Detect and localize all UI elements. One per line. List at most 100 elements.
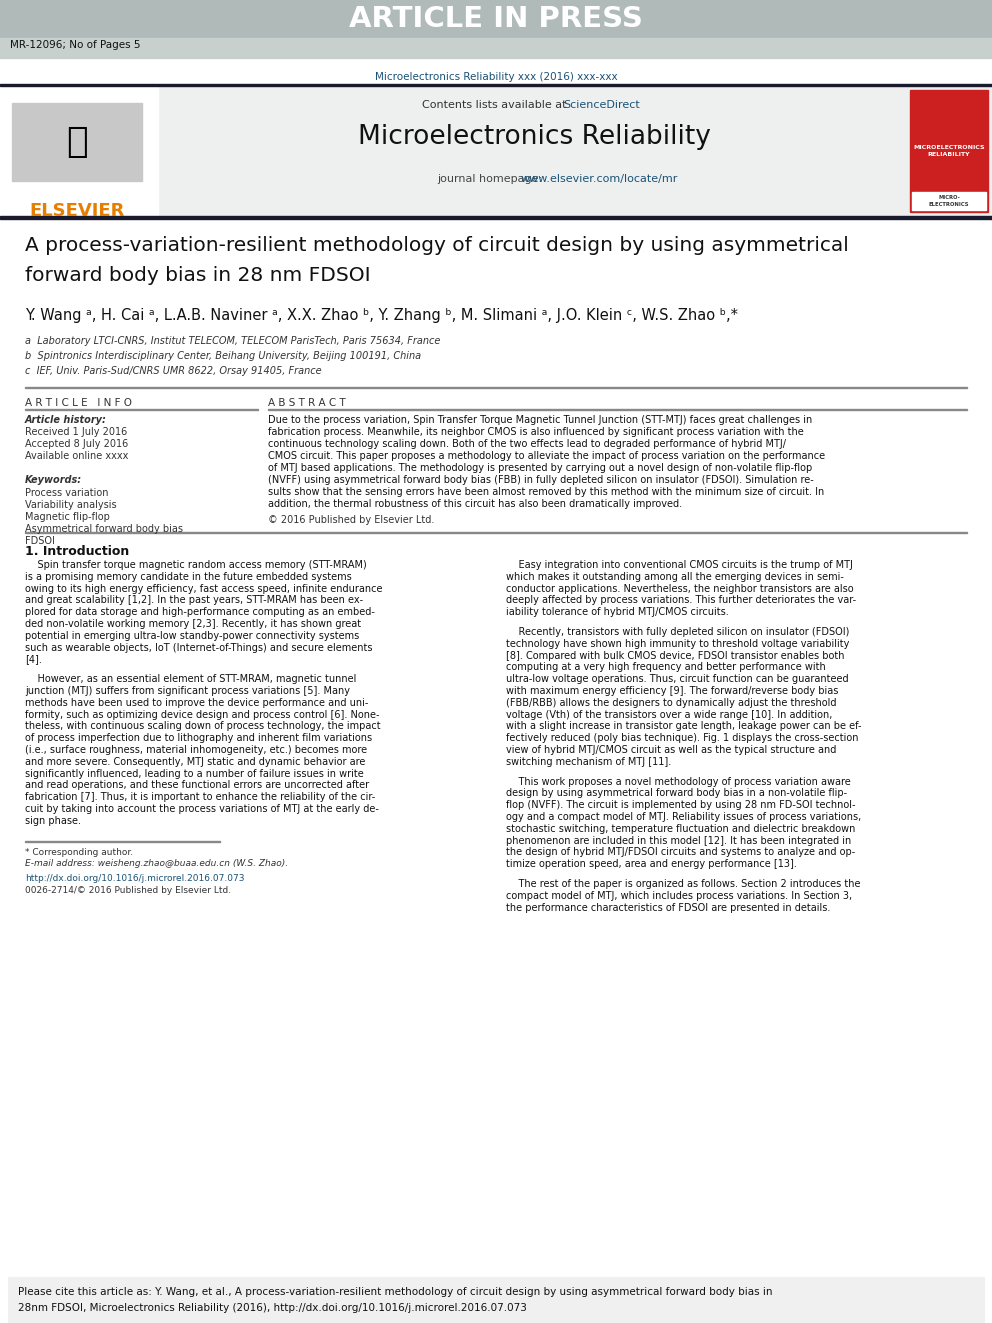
- Text: A R T I C L E   I N F O: A R T I C L E I N F O: [25, 398, 132, 407]
- Text: stochastic switching, temperature fluctuation and dielectric breakdown: stochastic switching, temperature fluctu…: [506, 824, 855, 833]
- Text: continuous technology scaling down. Both of the two effects lead to degraded per: continuous technology scaling down. Both…: [268, 439, 786, 448]
- Text: the performance characteristics of FDSOI are presented in details.: the performance characteristics of FDSOI…: [506, 902, 830, 913]
- Text: Available online xxxx: Available online xxxx: [25, 451, 128, 460]
- Text: [4].: [4].: [25, 655, 42, 664]
- Text: This work proposes a novel methodology of process variation aware: This work proposes a novel methodology o…: [506, 777, 851, 787]
- Text: and read operations, and these functional errors are uncorrected after: and read operations, and these functiona…: [25, 781, 369, 790]
- Bar: [0, 86, 992, 216]
- Text: 28nm FDSOI, Microelectronics Reliability (2016), http://dx.doi.org/10.1016/j.mic: 28nm FDSOI, Microelectronics Reliability…: [18, 1303, 527, 1312]
- Bar: [0, 216, 992, 218]
- Text: flop (NVFF). The circuit is implemented by using 28 nm FD-SOI technol-: flop (NVFF). The circuit is implemented …: [506, 800, 855, 810]
- Text: forward body bias in 28 nm FDSOI: forward body bias in 28 nm FDSOI: [25, 266, 371, 284]
- Text: www.elsevier.com/locate/mr: www.elsevier.com/locate/mr: [521, 175, 678, 184]
- Text: E-mail address: weisheng.zhao@buaa.edu.cn (W.S. Zhao).: E-mail address: weisheng.zhao@buaa.edu.c…: [25, 859, 288, 868]
- Text: ARTICLE IN PRESS: ARTICLE IN PRESS: [349, 5, 643, 33]
- Text: fabrication [7]. Thus, it is important to enhance the reliability of the cir-: fabrication [7]. Thus, it is important t…: [25, 792, 375, 802]
- Text: methods have been used to improve the device performance and uni-: methods have been used to improve the de…: [25, 697, 368, 708]
- Text: Keywords:: Keywords:: [25, 475, 82, 486]
- Text: Due to the process variation, Spin Transfer Torque Magnetic Tunnel Junction (STT: Due to the process variation, Spin Trans…: [268, 415, 812, 425]
- Text: Please cite this article as: Y. Wang, et al., A process-variation-resilient meth: Please cite this article as: Y. Wang, et…: [18, 1287, 773, 1297]
- Text: plored for data storage and high-performance computing as an embed-: plored for data storage and high-perform…: [25, 607, 375, 618]
- Text: © 2016 Published by Elsevier Ltd.: © 2016 Published by Elsevier Ltd.: [268, 515, 434, 525]
- Text: Recently, transistors with fully depleted silicon on insulator (FDSOI): Recently, transistors with fully deplete…: [506, 627, 849, 636]
- Text: A process-variation-resilient methodology of circuit design by using asymmetrica: A process-variation-resilient methodolog…: [25, 235, 849, 255]
- Text: ELSEVIER: ELSEVIER: [30, 202, 125, 220]
- Text: significantly influenced, leading to a number of failure issues in write: significantly influenced, leading to a n…: [25, 769, 364, 779]
- Text: Microelectronics Reliability xxx (2016) xxx-xxx: Microelectronics Reliability xxx (2016) …: [375, 71, 617, 82]
- Text: sign phase.: sign phase.: [25, 816, 81, 826]
- Text: Easy integration into conventional CMOS circuits is the trump of MTJ: Easy integration into conventional CMOS …: [506, 560, 853, 570]
- Text: technology have shown high immunity to threshold voltage variability: technology have shown high immunity to t…: [506, 639, 849, 648]
- Text: Magnetic flip-flop: Magnetic flip-flop: [25, 512, 110, 523]
- Text: c  IEF, Univ. Paris-Sud/CNRS UMR 8622, Orsay 91405, France: c IEF, Univ. Paris-Sud/CNRS UMR 8622, Or…: [25, 366, 321, 376]
- Text: [8]. Compared with bulk CMOS device, FDSOI transistor enables both: [8]. Compared with bulk CMOS device, FDS…: [506, 651, 844, 660]
- Text: 1. Introduction: 1. Introduction: [25, 545, 129, 558]
- Text: 🌳: 🌳: [66, 124, 88, 159]
- Text: ogy and a compact model of MTJ. Reliability issues of process variations,: ogy and a compact model of MTJ. Reliabil…: [506, 812, 861, 822]
- Text: Asymmetrical forward body bias: Asymmetrical forward body bias: [25, 524, 183, 534]
- Text: ded non-volatile working memory [2,3]. Recently, it has shown great: ded non-volatile working memory [2,3]. R…: [25, 619, 361, 628]
- Text: addition, the thermal robustness of this circuit has also been dramatically impr: addition, the thermal robustness of this…: [268, 499, 682, 509]
- Text: Contents lists available at: Contents lists available at: [422, 101, 570, 110]
- Text: deeply affected by process variations. This further deteriorates the var-: deeply affected by process variations. T…: [506, 595, 856, 606]
- Text: FDSOI: FDSOI: [25, 536, 55, 546]
- Text: Microelectronics Reliability: Microelectronics Reliability: [357, 124, 710, 149]
- Text: phenomenon are included in this model [12]. It has been integrated in: phenomenon are included in this model [1…: [506, 836, 851, 845]
- Bar: [8, 1277, 984, 1323]
- Text: b  Spintronics Interdisciplinary Center, Beihang University, Beijing 100191, Chi: b Spintronics Interdisciplinary Center, …: [25, 351, 422, 361]
- Text: journal homepage:: journal homepage:: [437, 175, 547, 184]
- Text: fectively reduced (poly bias technique). Fig. 1 displays the cross-section: fectively reduced (poly bias technique).…: [506, 733, 858, 744]
- Text: MICROELECTRONICS
RELIABILITY: MICROELECTRONICS RELIABILITY: [914, 146, 985, 157]
- Text: Accepted 8 July 2016: Accepted 8 July 2016: [25, 439, 128, 448]
- Text: conductor applications. Nevertheless, the neighbor transistors are also: conductor applications. Nevertheless, th…: [506, 583, 854, 594]
- Text: theless, with continuous scaling down of process technology, the impact: theless, with continuous scaling down of…: [25, 721, 381, 732]
- Bar: [0, 0, 992, 38]
- Text: voltage (Vth) of the transistors over a wide range [10]. In addition,: voltage (Vth) of the transistors over a …: [506, 709, 832, 720]
- Text: and great scalability [1,2]. In the past years, STT-MRAM has been ex-: and great scalability [1,2]. In the past…: [25, 595, 363, 606]
- Text: Y. Wang ᵃ, H. Cai ᵃ, L.A.B. Naviner ᵃ, X.X. Zhao ᵇ, Y. Zhang ᵇ, M. Slimani ᵃ, J.: Y. Wang ᵃ, H. Cai ᵃ, L.A.B. Naviner ᵃ, X…: [25, 308, 738, 323]
- Text: CMOS circuit. This paper proposes a methodology to alleviate the impact of proce: CMOS circuit. This paper proposes a meth…: [268, 451, 825, 460]
- Text: Article history:: Article history:: [25, 415, 107, 425]
- Text: ultra-low voltage operations. Thus, circuit function can be guaranteed: ultra-low voltage operations. Thus, circ…: [506, 675, 848, 684]
- Text: compact model of MTJ, which includes process variations. In Section 3,: compact model of MTJ, which includes pro…: [506, 890, 852, 901]
- Text: http://dx.doi.org/10.1016/j.microrel.2016.07.073: http://dx.doi.org/10.1016/j.microrel.201…: [25, 873, 244, 882]
- Bar: [0, 83, 992, 86]
- Text: Process variation: Process variation: [25, 488, 108, 497]
- Text: such as wearable objects, IoT (Internet-of-Things) and secure elements: such as wearable objects, IoT (Internet-…: [25, 643, 373, 652]
- Text: the design of hybrid MTJ/FDSOI circuits and systems to analyze and op-: the design of hybrid MTJ/FDSOI circuits …: [506, 848, 855, 857]
- Bar: [0, 38, 992, 58]
- Text: iability tolerance of hybrid MTJ/CMOS circuits.: iability tolerance of hybrid MTJ/CMOS ci…: [506, 607, 729, 618]
- Text: with maximum energy efficiency [9]. The forward/reverse body bias: with maximum energy efficiency [9]. The …: [506, 687, 838, 696]
- Text: view of hybrid MTJ/CMOS circuit as well as the typical structure and: view of hybrid MTJ/CMOS circuit as well …: [506, 745, 836, 755]
- Text: * Corresponding author.: * Corresponding author.: [25, 848, 133, 856]
- Text: timize operation speed, area and energy performance [13].: timize operation speed, area and energy …: [506, 859, 797, 869]
- Text: a  Laboratory LTCI-CNRS, Institut TELECOM, TELECOM ParisTech, Paris 75634, Franc: a Laboratory LTCI-CNRS, Institut TELECOM…: [25, 336, 440, 347]
- Text: which makes it outstanding among all the emerging devices in semi-: which makes it outstanding among all the…: [506, 572, 844, 582]
- Text: with a slight increase in transistor gate length, leakage power can be ef-: with a slight increase in transistor gat…: [506, 721, 861, 732]
- Text: The rest of the paper is organized as follows. Section 2 introduces the: The rest of the paper is organized as fo…: [506, 878, 860, 889]
- Text: switching mechanism of MTJ [11].: switching mechanism of MTJ [11].: [506, 757, 672, 767]
- Text: MR-12096; No of Pages 5: MR-12096; No of Pages 5: [10, 40, 141, 50]
- Text: formity, such as optimizing device design and process control [6]. None-: formity, such as optimizing device desig…: [25, 709, 380, 720]
- Text: However, as an essential element of STT-MRAM, magnetic tunnel: However, as an essential element of STT-…: [25, 675, 356, 684]
- Text: MICRO-
ELECTRONICS: MICRO- ELECTRONICS: [929, 196, 969, 206]
- Text: of process imperfection due to lithography and inherent film variations: of process imperfection due to lithograp…: [25, 733, 372, 744]
- Text: (NVFF) using asymmetrical forward body bias (FBB) in fully depleted silicon on i: (NVFF) using asymmetrical forward body b…: [268, 475, 813, 486]
- Text: (FBB/RBB) allows the designers to dynamically adjust the threshold: (FBB/RBB) allows the designers to dynami…: [506, 697, 836, 708]
- Text: Variability analysis: Variability analysis: [25, 500, 117, 509]
- Text: computing at a very high frequency and better performance with: computing at a very high frequency and b…: [506, 663, 825, 672]
- Text: fabrication process. Meanwhile, its neighbor CMOS is also influenced by signific: fabrication process. Meanwhile, its neig…: [268, 427, 804, 437]
- Bar: [910, 90, 988, 212]
- Text: Spin transfer torque magnetic random access memory (STT-MRAM): Spin transfer torque magnetic random acc…: [25, 560, 367, 570]
- Text: (i.e., surface roughness, material inhomogeneity, etc.) becomes more: (i.e., surface roughness, material inhom…: [25, 745, 367, 755]
- Text: potential in emerging ultra-low standby-power connectivity systems: potential in emerging ultra-low standby-…: [25, 631, 359, 640]
- Text: design by using asymmetrical forward body bias in a non-volatile flip-: design by using asymmetrical forward bod…: [506, 789, 847, 798]
- Text: and more severe. Consequently, MTJ static and dynamic behavior are: and more severe. Consequently, MTJ stati…: [25, 757, 365, 767]
- Text: Received 1 July 2016: Received 1 July 2016: [25, 427, 127, 437]
- Text: A B S T R A C T: A B S T R A C T: [268, 398, 346, 407]
- Text: cuit by taking into account the process variations of MTJ at the early de-: cuit by taking into account the process …: [25, 804, 379, 814]
- Text: is a promising memory candidate in the future embedded systems: is a promising memory candidate in the f…: [25, 572, 352, 582]
- Text: of MTJ based applications. The methodology is presented by carrying out a novel : of MTJ based applications. The methodolo…: [268, 463, 812, 474]
- Bar: [912, 192, 986, 210]
- Text: 0026-2714/© 2016 Published by Elsevier Ltd.: 0026-2714/© 2016 Published by Elsevier L…: [25, 885, 231, 894]
